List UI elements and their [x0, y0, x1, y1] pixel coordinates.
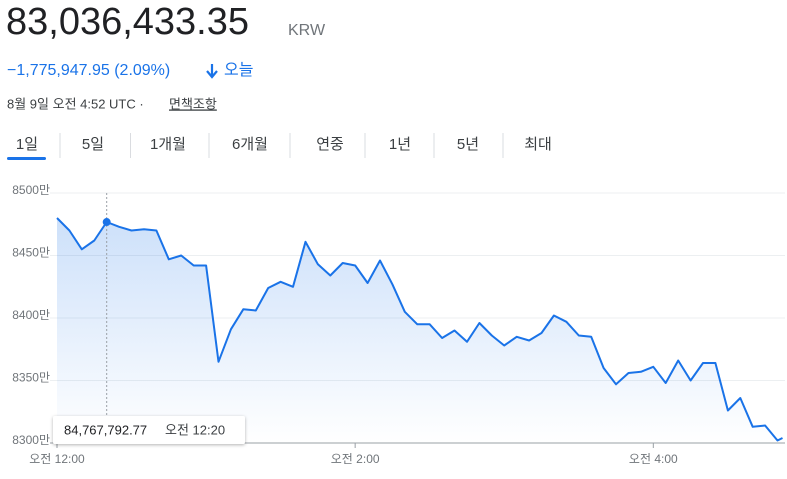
tooltip-box [53, 416, 245, 444]
y-tick-label: 8350만 [12, 371, 50, 385]
currency: KRW [288, 22, 326, 39]
tab[interactable]: 1일 [16, 136, 38, 153]
y-tick-label: 8400만 [12, 308, 50, 322]
disclaimer-link[interactable]: 면책조항 [169, 96, 217, 111]
area [57, 218, 783, 443]
tab[interactable]: 5일 [82, 136, 104, 153]
hover-point [102, 218, 111, 227]
y-tick-label: 8300만 [12, 433, 50, 447]
tab[interactable]: 6개월 [232, 136, 268, 153]
line [56, 217, 783, 442]
price: 83,036,433.35 [6, 1, 249, 43]
tabs: 1일 5일 1개월 6개월 연중 1년 5년 최대 [16, 133, 552, 158]
tooltip-time: 오전 12:20 [165, 422, 225, 437]
tooltip-value: 84,767,792.77 [64, 422, 147, 437]
period: 오늘 [224, 61, 253, 79]
tab[interactable]: 최대 [524, 136, 552, 153]
down-arrow [206, 64, 218, 79]
x-tick-label: 오전 2:00 [331, 452, 380, 466]
tab[interactable]: 1년 [389, 136, 411, 153]
y-tick-label: 8450만 [12, 246, 50, 260]
change: −1,775,947.95 (2.09%) [7, 62, 170, 79]
x-tick-label: 오전 12:00 [29, 452, 85, 466]
y-tick-label: 8500만 [12, 183, 50, 197]
x-tick-label: 오전 4:00 [629, 452, 678, 466]
tab[interactable]: 연중 [316, 136, 344, 153]
tab[interactable]: 5년 [457, 136, 479, 153]
timestamp: 8월 9일 오전 4:52 UTC · [7, 96, 144, 111]
tab-underline [7, 157, 46, 160]
tab[interactable]: 1개월 [150, 136, 186, 153]
